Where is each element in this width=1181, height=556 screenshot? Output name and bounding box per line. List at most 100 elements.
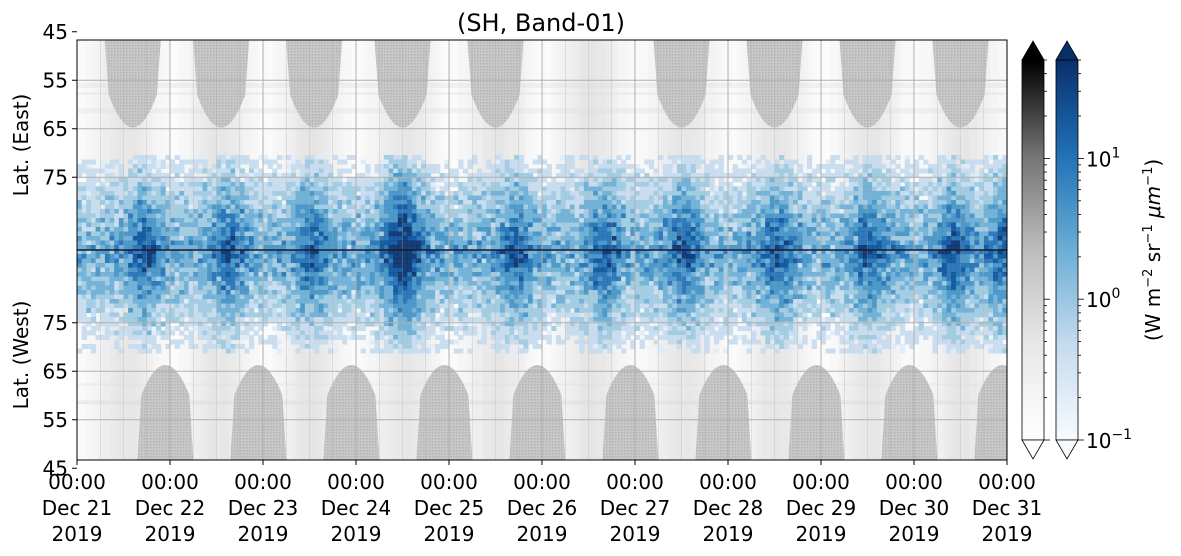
heatmap-cell [625, 213, 631, 219]
heatmap-cell [142, 267, 148, 273]
heatmap-cell [100, 272, 106, 277]
heatmap-cell [379, 348, 385, 354]
heatmap-cell [402, 312, 408, 318]
heatmap-cell [611, 281, 617, 286]
heatmap-cell [630, 245, 636, 250]
heatmap-cell [90, 227, 97, 232]
heatmap-cell [295, 209, 301, 214]
heatmap-cell [532, 339, 538, 345]
heatmap-cell [137, 231, 143, 237]
heatmap-cell [490, 299, 496, 304]
heatmap-cell [174, 326, 180, 331]
heatmap-cell [258, 240, 264, 246]
heatmap-cell [579, 204, 585, 210]
heatmap-cell [453, 290, 459, 295]
heatmap-cell [276, 186, 283, 192]
heatmap-cell [472, 267, 478, 273]
heatmap-cell [318, 222, 324, 228]
heatmap-cell [165, 294, 171, 300]
heatmap-cell [495, 263, 501, 268]
heatmap-cell [100, 299, 106, 304]
heatmap-cell [239, 186, 245, 192]
heatmap-cell [411, 348, 417, 354]
heatmap-cell [249, 321, 255, 327]
heatmap-cell [202, 317, 208, 322]
heatmap-cell [555, 299, 562, 304]
heatmap-cell [286, 326, 292, 331]
heatmap-cell [132, 281, 138, 286]
heatmap-cell [95, 285, 101, 291]
heatmap-cell [253, 263, 259, 268]
heatmap-cell [430, 330, 436, 336]
heatmap-cell [263, 191, 269, 196]
heatmap-cell [351, 330, 357, 336]
heatmap-cell [100, 303, 106, 309]
heatmap-cell [379, 326, 385, 331]
heatmap-cell [309, 164, 315, 169]
heatmap-cell [272, 344, 278, 349]
heatmap-cell [388, 240, 394, 246]
heatmap-cell [221, 200, 227, 205]
heatmap-cell [290, 303, 297, 309]
heatmap-cell [532, 159, 538, 165]
heatmap-cell [202, 213, 208, 219]
heatmap-cell [449, 227, 455, 232]
heatmap-cell [263, 294, 269, 300]
heatmap-cell [407, 321, 413, 327]
heatmap-cell [388, 227, 394, 232]
heatmap-cell [356, 222, 362, 228]
heatmap-cell [323, 312, 329, 318]
heatmap-cell [142, 303, 148, 309]
heatmap-cell [565, 249, 571, 255]
heatmap-cell [132, 344, 138, 349]
heatmap-cell [546, 218, 552, 223]
heatmap-cell [109, 267, 115, 273]
heatmap-cell [449, 317, 455, 322]
heatmap-cell [77, 182, 83, 187]
heatmap-cell [225, 326, 231, 331]
heatmap-cell [523, 254, 529, 259]
heatmap-cell [593, 159, 599, 165]
heatmap-cell [109, 227, 115, 232]
heatmap-cell [95, 272, 101, 277]
heatmap-cell [183, 195, 190, 201]
heatmap-cell [118, 173, 124, 178]
heatmap-cell [132, 285, 138, 291]
heatmap-cell [197, 168, 204, 174]
heatmap-cell [607, 321, 613, 327]
heatmap-cell [630, 209, 636, 214]
heatmap-cell [86, 272, 92, 277]
heatmap-cell [616, 231, 622, 237]
heatmap-cell [374, 168, 380, 174]
heatmap-cell [90, 209, 97, 214]
heatmap-cell [267, 299, 273, 304]
heatmap-cell [421, 299, 427, 304]
heatmap-cell [244, 308, 250, 313]
heatmap-cell [476, 267, 483, 273]
heatmap-cell [309, 290, 315, 295]
heatmap-cell [453, 231, 459, 237]
heatmap-cell [514, 321, 520, 327]
heatmap-cell [616, 249, 622, 255]
heatmap-cell [625, 335, 631, 340]
heatmap-cell [546, 173, 552, 178]
heatmap-cell [607, 339, 613, 345]
heatmap-cell [379, 218, 385, 223]
heatmap-cell [193, 204, 199, 210]
heatmap-cell [165, 299, 171, 304]
heatmap-cell [416, 317, 422, 322]
heatmap-cell [123, 263, 129, 268]
heatmap-cell [462, 312, 469, 318]
heatmap-cell [235, 209, 241, 214]
heatmap-cell [407, 173, 413, 178]
heatmap-cell [416, 290, 422, 295]
heatmap-cell [602, 186, 608, 192]
heatmap-cell [137, 245, 143, 250]
heatmap-cell [304, 186, 310, 192]
heatmap-cell [109, 263, 115, 268]
heatmap-cell [486, 272, 492, 277]
heatmap-cell [546, 222, 552, 228]
heatmap-cell [523, 276, 529, 282]
heatmap-cell [249, 263, 255, 268]
heatmap-cell [337, 285, 343, 291]
